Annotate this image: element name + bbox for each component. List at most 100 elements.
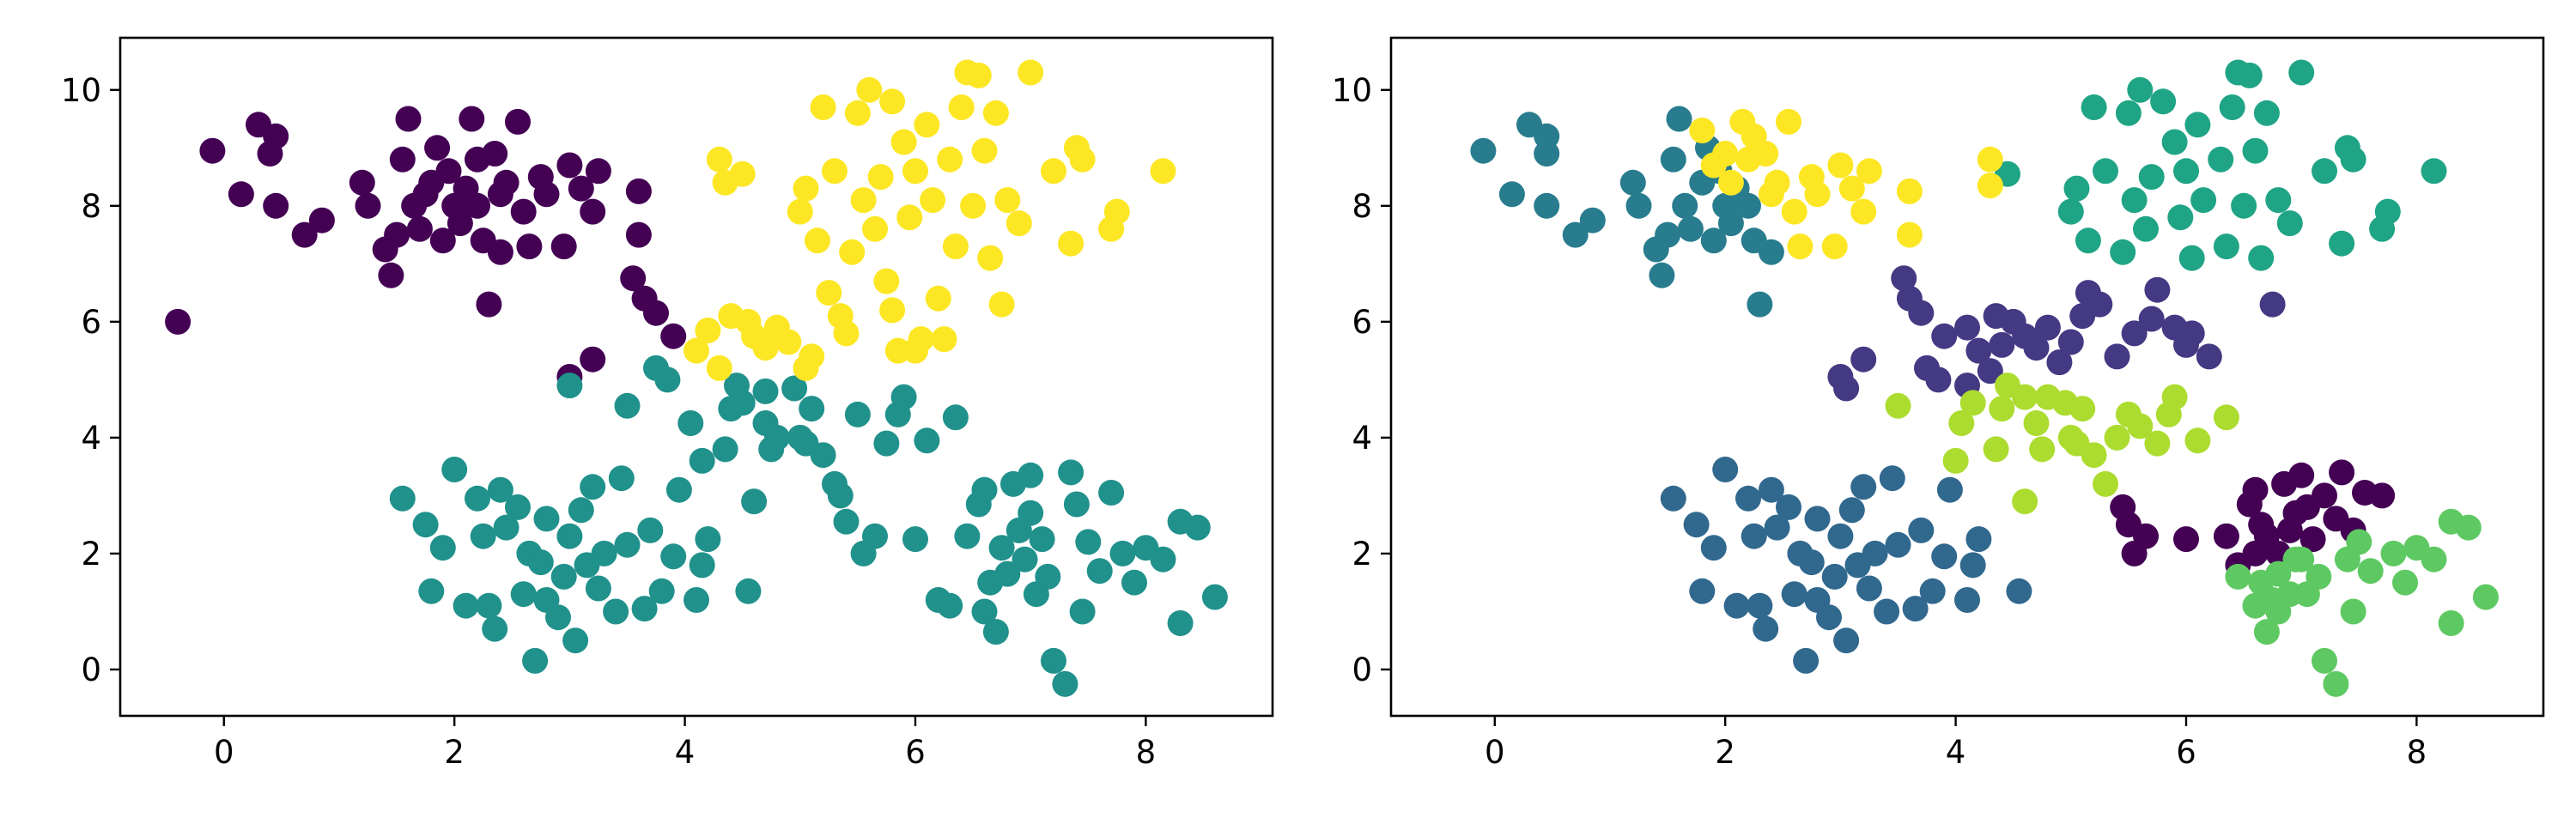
scatter-point xyxy=(510,581,537,608)
scatter-point xyxy=(833,320,860,347)
scatter-point xyxy=(1712,457,1739,482)
scatter-point xyxy=(1069,146,1096,173)
y-tick-label: 10 xyxy=(61,72,101,109)
scatter-point xyxy=(2104,424,2130,451)
scatter-point xyxy=(1821,563,1848,590)
scatter-point xyxy=(2231,192,2257,219)
scatter-point xyxy=(2219,94,2245,120)
scatter-point xyxy=(2034,314,2061,341)
scatter-point xyxy=(2306,563,2332,590)
scatter-point xyxy=(608,465,635,492)
scatter-point xyxy=(873,268,900,294)
scatter-point xyxy=(625,221,652,248)
scatter-point xyxy=(994,187,1021,214)
y-tick-label: 10 xyxy=(1332,72,1372,109)
scatter-point xyxy=(2069,396,2096,422)
scatter-point xyxy=(429,227,456,254)
scatter-point xyxy=(2312,482,2337,509)
scatter-point xyxy=(1804,506,1831,532)
scatter-point xyxy=(1069,598,1096,625)
scatter-point xyxy=(1753,615,1779,642)
y-tick-label: 6 xyxy=(1352,304,1372,341)
scatter-point xyxy=(199,137,226,164)
scatter-point xyxy=(1075,529,1102,555)
scatter-point xyxy=(2213,233,2239,260)
scatter-point xyxy=(1005,210,1032,237)
scatter-point xyxy=(2138,164,2165,191)
scatter-point xyxy=(1896,178,1923,204)
scatter-point xyxy=(1677,215,1704,242)
scatter-point xyxy=(695,526,721,553)
scatter-point xyxy=(994,560,1021,587)
scatter-point xyxy=(1717,169,1744,196)
scatter-point xyxy=(1798,549,1825,576)
scatter-point xyxy=(2127,413,2154,439)
scatter-point xyxy=(2265,187,2292,214)
scatter-point xyxy=(1201,584,1228,610)
scatter-point xyxy=(2288,462,2315,488)
scatter-point xyxy=(1758,476,1784,503)
scatter-point xyxy=(1959,552,1986,579)
scatter-point xyxy=(2178,245,2205,271)
scatter-point xyxy=(1619,169,1646,196)
x-tick-label: 2 xyxy=(1715,734,1735,771)
scatter-point xyxy=(735,578,762,604)
scatter-point xyxy=(960,192,987,219)
scatter-point xyxy=(879,88,906,115)
scatter-point xyxy=(683,337,709,364)
scatter-panel-right: 0 2 4 6 8 0 2 4 6 8 10 xyxy=(1332,36,2545,771)
scatter-point xyxy=(522,647,549,674)
scatter-point xyxy=(729,390,756,416)
scatter-point xyxy=(884,401,911,427)
scatter-point xyxy=(441,457,468,482)
scatter-point xyxy=(1672,192,1698,219)
scatter-point xyxy=(914,427,940,454)
scatter-point xyxy=(937,146,963,173)
scatter-point xyxy=(1723,592,1750,619)
scatter-point xyxy=(2242,137,2269,164)
scatter-point xyxy=(2312,647,2337,674)
scatter-point xyxy=(2329,459,2355,486)
scatter-point xyxy=(2438,610,2464,636)
scatter-point xyxy=(942,404,969,431)
scatter-point xyxy=(1747,291,1773,318)
scatter-point xyxy=(2421,546,2447,573)
scatter-point xyxy=(1041,647,1066,674)
scatter-point xyxy=(2161,129,2188,155)
scatter-point xyxy=(1660,146,1686,173)
scatter-point xyxy=(2057,424,2084,451)
scatter-point xyxy=(914,112,940,138)
scatter-point xyxy=(2184,112,2211,138)
scatter-point xyxy=(902,158,928,185)
scatter-point xyxy=(1833,627,1860,654)
scatter-point xyxy=(562,627,589,654)
scatter-point xyxy=(2455,514,2482,541)
scatter-point xyxy=(1689,578,1716,604)
scatter-point xyxy=(2144,276,2171,303)
scatter-point xyxy=(1942,447,1969,474)
scatter-point xyxy=(2213,523,2239,549)
scatter-point xyxy=(654,367,681,393)
y-tick-label: 8 xyxy=(1352,188,1372,225)
scatter-point xyxy=(556,152,583,179)
scatter-point xyxy=(412,512,439,538)
scatter-point xyxy=(937,592,963,619)
x-tick-label: 4 xyxy=(1946,734,1966,771)
scatter-point xyxy=(1562,221,1589,248)
scatter-point xyxy=(2057,198,2084,225)
scatter-point xyxy=(1655,221,1681,248)
scatter-point xyxy=(2300,526,2326,553)
scatter-point xyxy=(447,210,473,237)
scatter-point xyxy=(1649,262,1675,288)
scatter-point xyxy=(2093,470,2118,497)
scatter-point xyxy=(263,123,289,149)
scatter-point xyxy=(1035,563,1061,590)
scatter-point xyxy=(689,552,715,579)
scatter-point xyxy=(2265,560,2292,587)
y-tick-label: 0 xyxy=(81,651,101,688)
scatter-panel-left: 0 2 4 6 8 0 2 4 6 8 10 xyxy=(61,36,1274,771)
scatter-point xyxy=(2340,146,2366,173)
scatter-point xyxy=(580,198,606,225)
scatter-point xyxy=(982,619,1009,645)
scatter-point xyxy=(1989,396,2015,422)
